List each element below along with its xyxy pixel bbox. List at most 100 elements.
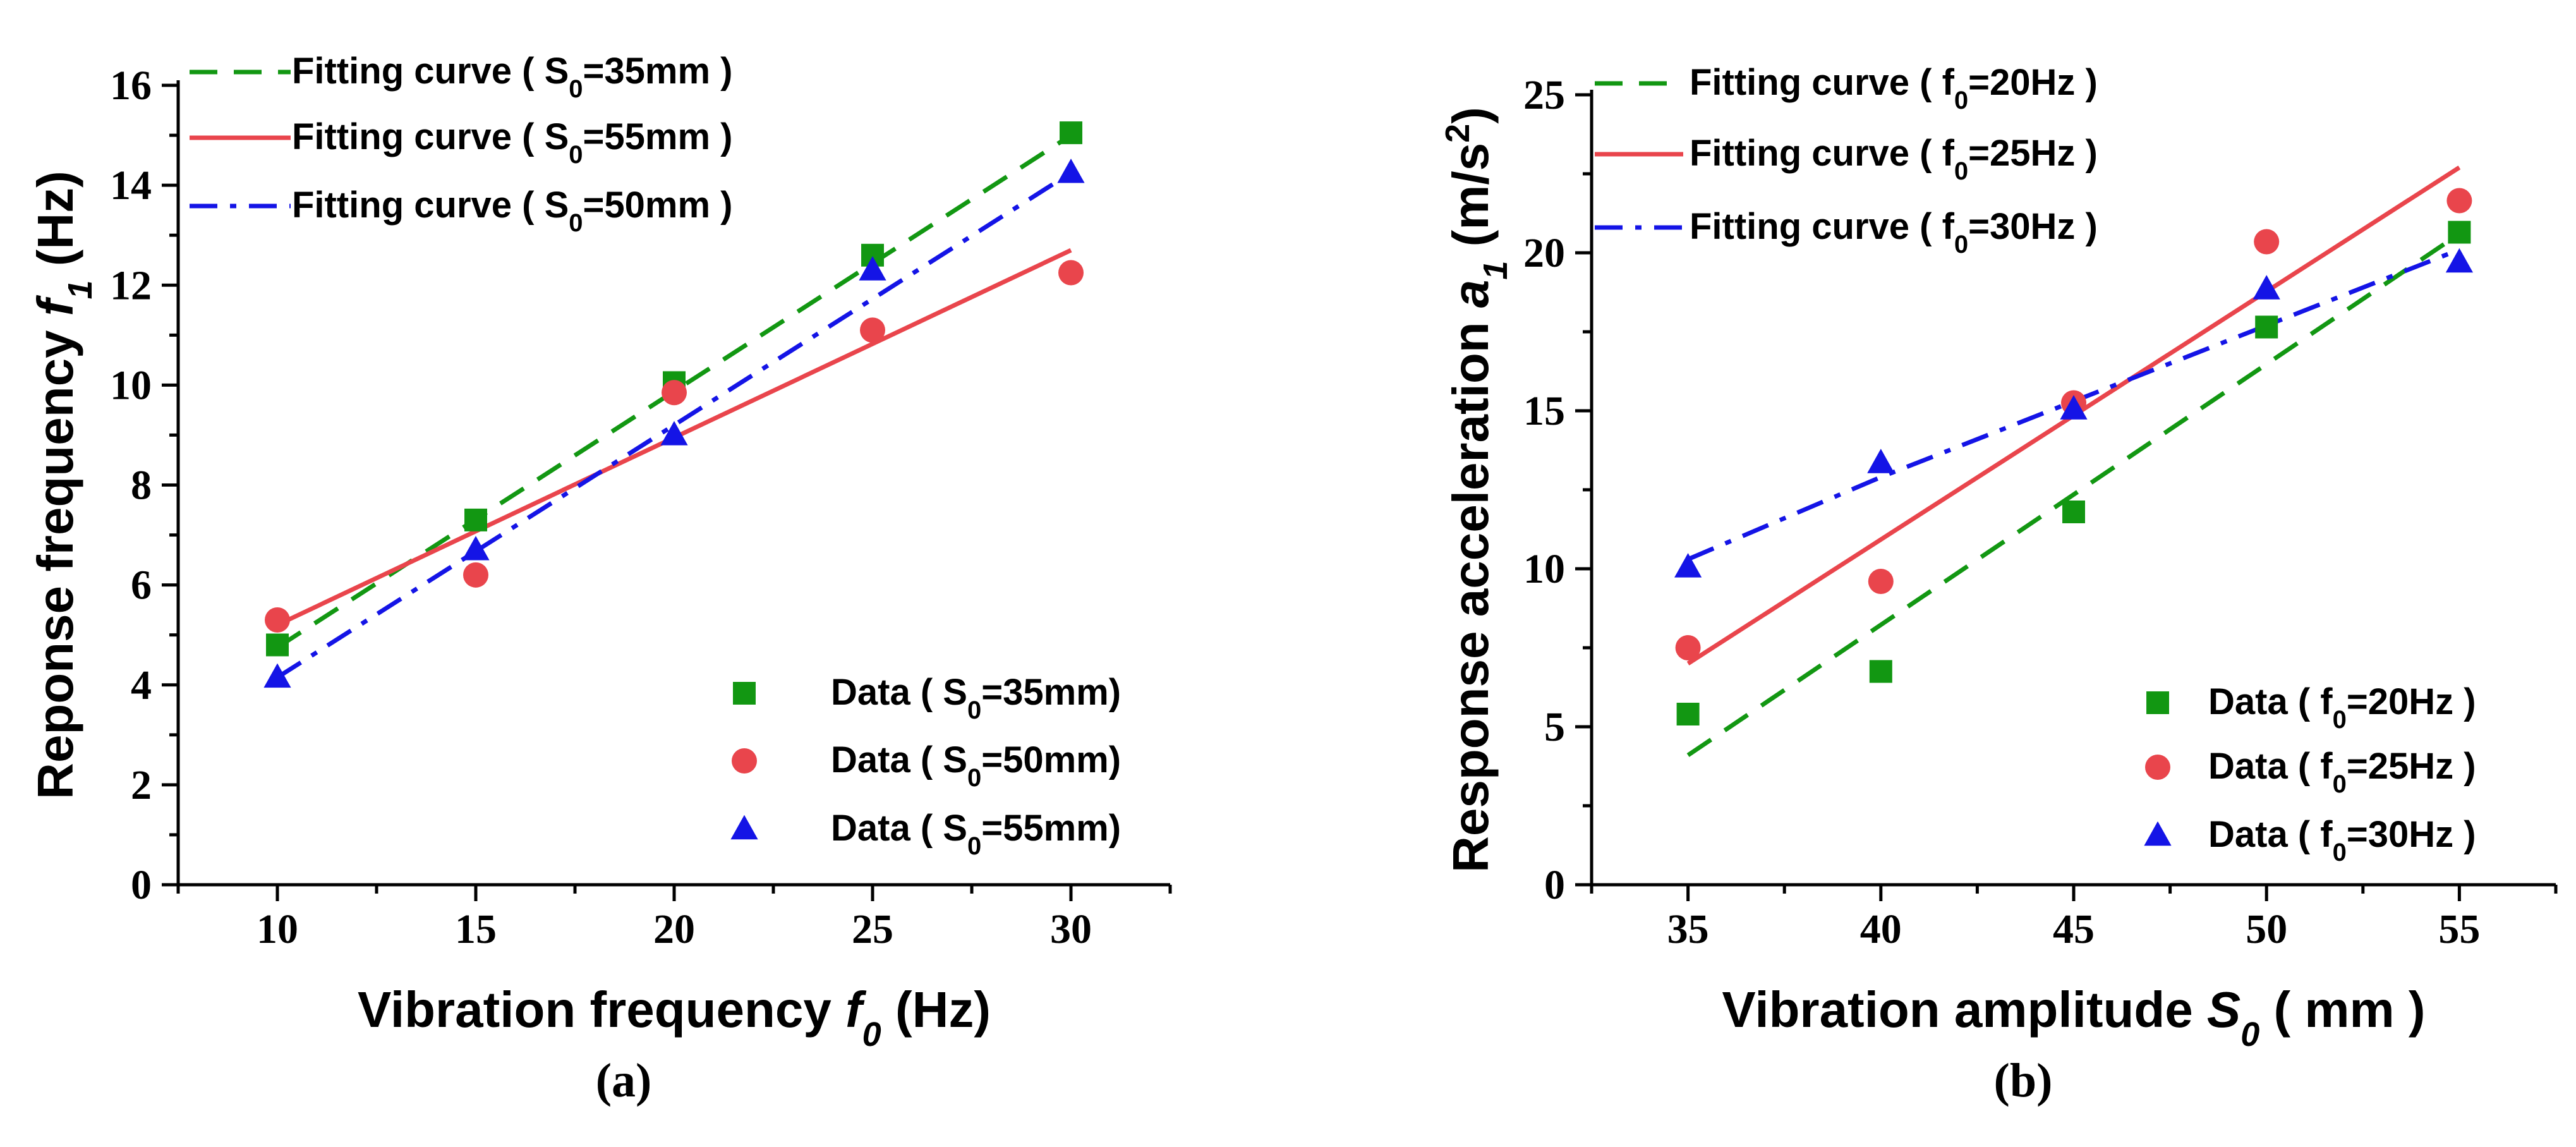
x-tick-label: 35 [1667,906,1709,952]
legend-data-label: Data ( S0=55mm) [831,808,1121,860]
legend-text-part: =55mm ) [583,116,733,157]
x-tick-label: 20 [653,906,695,952]
legend-fit-label: Fitting curve ( f0=20Hz ) [1690,62,2098,114]
data-point-square [464,508,487,531]
legend-marker-circle [2145,755,2170,780]
legend-data-label: Data ( f0=25Hz ) [2208,746,2476,798]
legend-subscript: 0 [967,764,981,792]
x-tick-label: 50 [2246,906,2287,952]
legend-text-part: =50mm) [981,739,1121,780]
legend-marker-triangle [730,815,758,840]
legend-subscript: 0 [2333,770,2347,798]
legend-marker-triangle [2144,821,2172,846]
legend-text-part: Fitting curve ( S [292,185,569,226]
legend-fit-label: Fitting curve ( f0=25Hz ) [1690,133,2098,185]
data-point-triangle [2252,275,2280,300]
x-tick-label: 40 [1860,906,1902,952]
legend-subscript: 0 [2333,706,2347,734]
legend-marker-square [733,682,756,705]
axis-title-subscript: 0 [2240,1016,2259,1053]
axis-title-subscript: 1 [61,280,99,299]
data-point-square [1060,121,1082,145]
data-point-square [2255,315,2278,339]
y-tick-label: 25 [1523,72,1565,118]
y-axis-title: Response acceleration a1 (m/s2) [1439,107,1515,873]
legend-text-part: =25Hz ) [2347,746,2476,787]
data-point-circle [1675,635,1701,660]
y-tick-label: 6 [131,562,152,609]
legend-text-part: =20Hz ) [1968,62,2098,103]
axis-title-subscript: 0 [862,1016,881,1053]
y-tick-label: 2 [131,762,152,808]
legend-text-part: =55mm) [981,808,1121,849]
data-point-circle [662,380,687,406]
legend-text-part: =25Hz ) [1968,133,2098,174]
legend-text-part: Fitting curve ( f [1690,206,1955,247]
legend-text-part: =35mm) [981,672,1121,713]
data-point-circle [463,562,488,588]
legend-fit-label: Fitting curve ( S0=35mm ) [292,51,732,103]
axis-title-unit: (Hz) [27,171,83,280]
axis-title-part: Response acceleration [1442,308,1499,873]
y-tick-label: 15 [1523,388,1565,434]
legend-marker-circle [732,748,757,774]
axis-title-variable: S [2207,981,2240,1038]
data-point-triangle [2445,248,2473,273]
legend-subscript: 0 [2333,839,2347,866]
data-point-triangle [1057,159,1085,183]
x-tick-label: 55 [2438,906,2480,952]
data-point-square [2448,221,2471,244]
y-tick-label: 20 [1523,230,1565,276]
fit-line-dashdot [276,171,1072,679]
legend-text-part: =35mm ) [583,51,733,92]
legend-subscript: 0 [967,832,981,860]
legend-fit-label: Fitting curve ( S0=55mm ) [292,116,732,169]
x-tick-label: 15 [455,906,497,952]
y-tick-label: 10 [1523,546,1565,592]
legend-text-part: Fitting curve ( f [1690,133,1955,174]
legend-subscript: 0 [569,141,583,169]
legend-subscript: 0 [569,75,583,103]
y-tick-label: 8 [131,463,152,509]
legend-subscript: 0 [1954,87,1968,114]
data-point-square [1676,703,1700,725]
legend-text-part: Fitting curve ( f [1690,62,1955,103]
data-point-triangle [2060,395,2088,420]
data-point-triangle [1867,449,1895,473]
legend-data-label: Data ( f0=30Hz ) [2208,814,2476,866]
data-point-triangle [263,663,291,688]
legend-text-part: =50mm ) [583,185,733,226]
axis-title-superscript: 2 [1439,124,1477,143]
y-tick-label: 5 [1544,704,1565,750]
axis-title-unit: (m/s [1442,143,1499,261]
data-point-circle [2446,188,2472,214]
data-point-triangle [660,421,688,446]
axis-title-unit: (Hz) [881,981,991,1038]
data-point-square [1869,660,1892,683]
y-tick-label: 12 [110,262,152,308]
axis-title-part: Vibration amplitude [1722,981,2207,1038]
legend-subscript: 0 [967,696,981,724]
y-axis-title: Reponse frequency f1 (Hz) [27,171,99,799]
x-axis-title: Vibration frequency f0 (Hz) [358,981,991,1053]
data-point-circle [2254,229,2280,255]
legend-data-label: Data ( f0=20Hz ) [2208,681,2476,734]
axis-title-unit-end: ) [1442,107,1499,124]
axis-title-part: Vibration frequency [358,981,845,1038]
legend-fit-label: Fitting curve ( f0=30Hz ) [1690,206,2098,258]
data-point-circle [265,607,290,633]
legend-text-part: Data ( f [2208,681,2333,722]
legend-text-part: =30Hz ) [1968,206,2098,247]
legend-data-label: Data ( S0=35mm) [831,672,1121,724]
legend-subscript: 0 [569,209,583,237]
data-point-triangle [1674,553,1702,578]
y-tick-label: 16 [110,63,152,109]
x-tick-label: 10 [257,906,298,952]
panel-label: (a) [596,1054,652,1107]
x-tick-label: 45 [2053,906,2095,952]
data-point-square [2062,501,2085,523]
y-tick-label: 0 [1544,862,1565,908]
axis-title-unit: ( mm ) [2259,981,2425,1038]
